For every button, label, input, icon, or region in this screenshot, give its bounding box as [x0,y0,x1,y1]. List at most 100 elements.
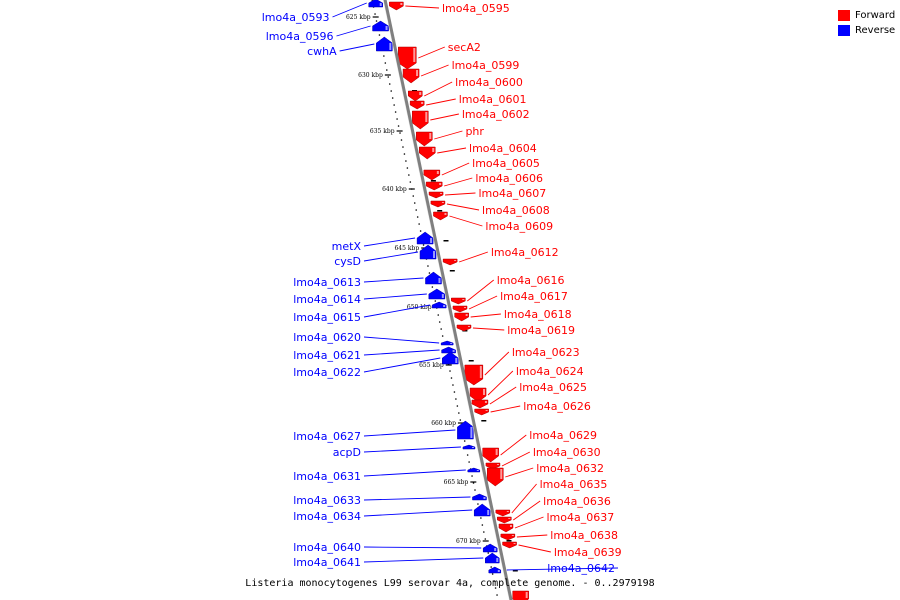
forward-gene-label-leader [430,113,459,121]
reverse-gene-label: cwhA [307,45,337,58]
reverse-gene-label-leader [363,251,419,262]
forward-gene [425,181,443,191]
forward-gene-label-leader [513,500,541,521]
tick-label: 630 kbp [358,72,383,79]
gc-dot [452,384,454,386]
forward-gene-label-leader [449,215,483,227]
gene-highlight [436,171,439,174]
forward-gene-label: lmo4a_0609 [485,220,553,233]
gc-dot [409,181,412,183]
gene-highlight [497,570,500,572]
gene-highlight [443,305,446,307]
reverse-gene-label: lmo4a_0614 [293,293,361,306]
legend-label-forward: Forward [855,10,896,21]
gene-highlight [379,3,382,6]
gc-dot [397,125,400,127]
forward-gene [482,447,499,463]
gene-highlight [416,70,419,76]
forward-gene-label: lmo4a_0607 [478,187,546,200]
gc-dot [391,97,394,99]
gene-highlight [509,525,512,527]
gc-dot [480,517,482,519]
forward-gene [451,297,466,305]
gene-highlight [385,26,388,30]
gc-dot [458,412,460,414]
gc-dot [431,286,434,288]
gc-dot [387,76,390,78]
forward-gene [485,462,501,470]
forward-gene-label-leader [424,81,453,97]
forward-gene-label: lmo4a_0617 [500,290,568,303]
forward-gene-label: lmo4a_0623 [512,346,580,359]
forward-gene-label-leader [500,434,527,456]
reverse-gene-label-leader [363,496,471,501]
gc-dot [378,34,381,36]
forward-gene-label: lmo4a_0601 [459,93,527,106]
forward-gene-label-leader [468,295,498,310]
gene-highlight [440,193,443,194]
reverse-gene-label: lmo4a_0627 [293,430,361,443]
reverse-gene [376,36,393,52]
tick-label: 625 kbp [346,14,371,21]
forward-gene [498,523,514,533]
gene-highlight [494,548,497,551]
gc-dot [405,160,407,162]
gene-highlight [476,470,479,471]
reverse-gene-label: lmo4a_0615 [293,311,361,324]
gene-highlight [439,183,442,185]
gc-dot [494,587,497,589]
forward-gene-label-leader [420,64,449,77]
gene-highlight [425,112,428,122]
reverse-gene [473,503,491,517]
forward-gene [389,1,404,11]
gene-highlight [471,447,474,448]
gc-dot [455,398,457,400]
legend-swatch-reverse [838,25,850,36]
gc-dot [406,167,409,169]
gc-dot [468,461,470,463]
reverse-gene-label-leader [363,293,427,300]
reverse-gene [442,351,459,365]
reverse-gene [428,288,446,300]
forward-gene-label: lmo4a_0605 [472,157,540,170]
gene-highlight [496,464,499,465]
forward-gene [416,131,433,147]
gc-dash [449,270,455,272]
forward-gene-label: lmo4a_0625 [519,381,587,394]
reverse-gene-label: lmo4a_0642 [547,562,615,575]
gc-dot [474,489,476,491]
gene-highlight [496,558,499,562]
gene-highlight [455,358,458,363]
reverse-gene [372,20,389,32]
forward-gene-label-leader [470,313,501,318]
reverse-gene [472,493,487,501]
gene-highlight [462,299,465,300]
forward-gene [487,467,504,487]
gc-dot [416,216,419,218]
forward-gene-label-leader [426,98,456,106]
gene-highlight [483,389,486,395]
reverse-gene [482,543,498,553]
gene-highlight [484,401,487,403]
gene-highlight [465,314,468,316]
forward-gene-label-leader [405,5,440,9]
genome-backbone [383,0,513,600]
gc-dot [484,538,487,540]
forward-gene-label-leader [418,46,445,59]
forward-gene-label: lmo4a_0604 [469,142,537,155]
gc-dot [396,118,398,120]
gc-dash [481,420,487,422]
forward-gene-label-leader [444,177,473,187]
gc-dot [471,475,473,477]
gc-dot [477,503,479,505]
reverse-gene-label: lmo4a_0631 [293,470,361,483]
forward-gene-label: lmo4a_0638 [550,529,618,542]
tick-label: 640 kbp [382,186,407,193]
forward-gene [412,110,429,130]
forward-gene-label-leader [484,351,510,376]
forward-gene [512,590,529,600]
reverse-gene [457,420,474,440]
gc-dot [383,55,385,57]
forward-gene [456,324,472,332]
reverse-gene-label: lmo4a_0621 [293,349,361,362]
